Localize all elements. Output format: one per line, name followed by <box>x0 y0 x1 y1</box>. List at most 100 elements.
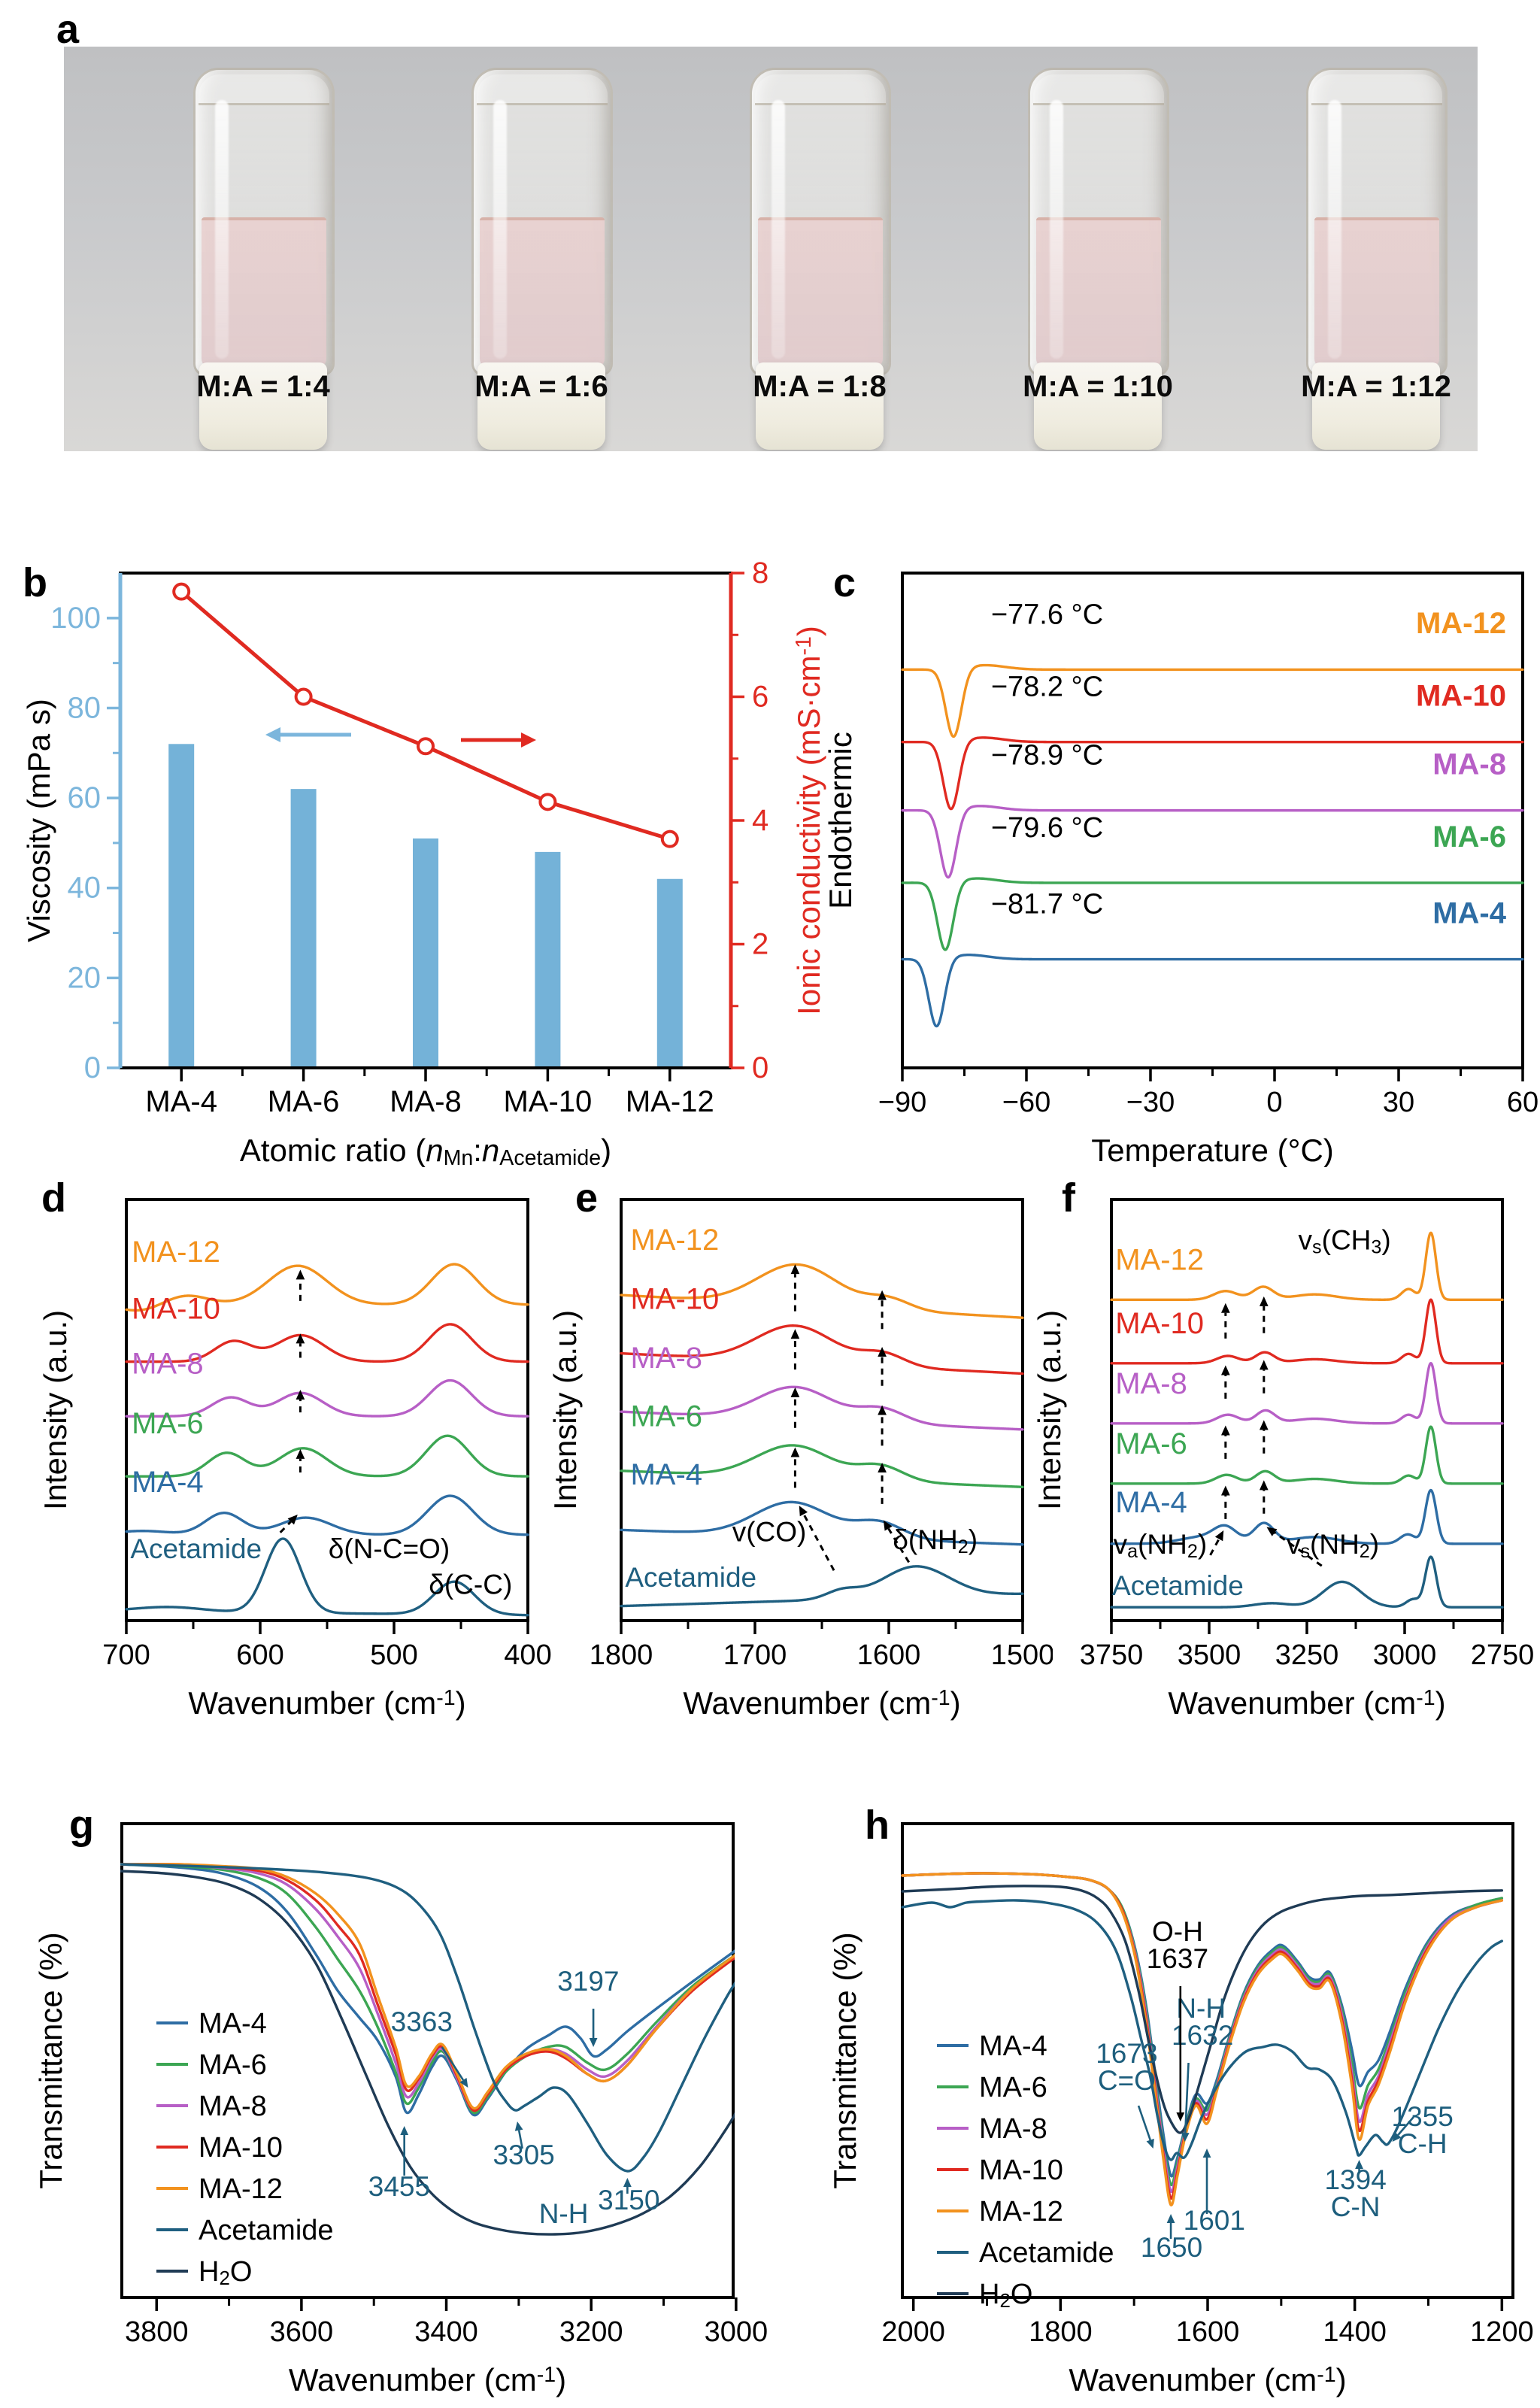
bar-MA-12 <box>656 878 683 1068</box>
y-axis-label: Intensity (a.u.) <box>547 1310 583 1510</box>
x-tick-label: −90 <box>878 1087 926 1118</box>
curve-MA-8 <box>1110 1362 1504 1425</box>
annotation: Acetamide <box>1112 1570 1244 1601</box>
arrow-head <box>296 1333 305 1344</box>
legend-label: MA-8 <box>979 2113 1047 2145</box>
right-axis-label: Ionic conductivity (mS·cm-1) <box>791 626 826 1015</box>
annotation: 1355 <box>1392 2101 1454 2132</box>
legend-label: MA-8 <box>199 2091 267 2122</box>
arrow-head <box>1220 1425 1230 1436</box>
arrow-head <box>1181 2132 1190 2142</box>
curve-MA-12 <box>901 663 1524 738</box>
annotation: 1394 <box>1324 2164 1386 2195</box>
annotation: N-H <box>1176 1993 1226 2024</box>
vial-highlight <box>772 100 785 359</box>
vial-ratio-label: M:A = 1:12 <box>1301 370 1451 403</box>
curve-MA-12 <box>901 1872 1504 2206</box>
arrow-head <box>1259 1480 1269 1491</box>
series-note-MA-8: −78.9 °C <box>991 740 1103 772</box>
curve-MA-4 <box>901 954 1524 1028</box>
y-axis-label: Transmittance (%) <box>827 1932 862 2189</box>
conductivity-marker-MA-8 <box>417 737 435 756</box>
x-tick-label: 3000 <box>705 2316 768 2348</box>
panel-d-ftir-chart: 700 600 500 400 Wavenumber (cm-1) Intensity (… <box>30 1169 556 1756</box>
legend-label: MA-6 <box>979 2072 1047 2103</box>
vial-highlight <box>1328 100 1341 359</box>
curve-MA-4 <box>125 1494 529 1536</box>
arrow-head <box>790 1447 800 1457</box>
panel-e-ftir-chart: 1800 1700 1600 1500 Wavenumber (cm-1) Intensi… <box>526 1169 1054 1756</box>
curve-Acetamide <box>1110 1555 1504 1609</box>
series-label-MA-12: MA-12 <box>1416 607 1506 640</box>
arrow-head <box>1166 2214 1175 2223</box>
series-label-MA-10: MA-10 <box>630 1282 719 1315</box>
x-tick-label: −30 <box>1126 1087 1175 1118</box>
arrow-head <box>1214 1530 1224 1542</box>
vial-glass <box>750 68 891 376</box>
arrow-head <box>883 1520 893 1531</box>
x-tick-label: 1600 <box>1176 2316 1240 2348</box>
arrow-head <box>514 2121 523 2131</box>
arrow-head <box>1176 2112 1185 2121</box>
curve-Acetamide <box>125 1537 529 1617</box>
x-axis-label: Wavenumber (cm-1) <box>683 1685 960 1721</box>
arrow-head <box>623 2178 632 2187</box>
x-tick-label: 3400 <box>414 2316 478 2348</box>
curve-MA-12 <box>125 1263 529 1312</box>
legend-label: MA-6 <box>199 2049 267 2081</box>
panel-label-f: f <box>1062 1175 1075 1221</box>
annotation: Acetamide <box>625 1562 756 1593</box>
curve-MA-4 <box>620 1500 1024 1546</box>
arrow-head <box>790 1387 800 1397</box>
series-label-MA-10: MA-10 <box>132 1293 220 1326</box>
curve-Acetamide <box>901 1899 1504 2161</box>
arrow-line <box>1184 2062 1190 2134</box>
left-tick-label: 60 <box>68 781 102 814</box>
vial-highlight <box>493 100 507 359</box>
x-tick-label: 2000 <box>881 2316 945 2348</box>
legend-label: H2O <box>199 2256 252 2289</box>
arrow-head <box>878 1463 887 1472</box>
arrow-head <box>1146 2138 1154 2149</box>
vial-1: M:A = 1:4 <box>192 47 335 451</box>
panel-f-svg: 3750 3500 3250 3000 2750 Wavenumber (cm-1) Int… <box>1032 1198 1534 1721</box>
annotation: δ(N-C=O) <box>329 1533 450 1564</box>
x-tick-label: 1400 <box>1323 2316 1387 2348</box>
x-axis-label: Wavenumber (cm-1) <box>1168 1685 1445 1721</box>
y-axis-label: Transmittance (%) <box>33 1932 68 2189</box>
curve-Acetamide <box>620 1565 1024 1608</box>
annotation: C-H <box>1398 2128 1448 2159</box>
series-label-MA-6: MA-6 <box>1115 1427 1187 1460</box>
vial-cap <box>756 362 884 450</box>
series-label-MA-10: MA-10 <box>1115 1307 1204 1340</box>
category-label: MA-12 <box>626 1085 714 1118</box>
x-tick-label: 600 <box>236 1639 283 1671</box>
x-tick-label: 400 <box>504 1639 551 1671</box>
x-axis-label: Wavenumber (cm-1) <box>1069 2362 1346 2397</box>
arrow-line <box>279 1521 292 1533</box>
arrow-head <box>790 1264 800 1275</box>
arrow-line <box>1397 2116 1414 2136</box>
x-tick-label: 3800 <box>125 2316 189 2348</box>
right-tick-label: 2 <box>752 928 768 961</box>
panel-h-svg: 2000 1800 1600 1400 1200 Wavenumber (cm-1) Tra… <box>827 1822 1534 2397</box>
annotation: 1601 <box>1184 2205 1245 2236</box>
panel-g-transmittance-chart: 3800 3600 3400 3200 3000 Wavenumber (cm-1) Tra… <box>30 1797 820 2408</box>
curve-MA-6 <box>1110 1425 1504 1485</box>
bar-MA-6 <box>290 789 317 1068</box>
arrow-head <box>878 1290 887 1300</box>
arrow-line <box>1137 2105 1151 2141</box>
annotation: C=O <box>1098 2065 1156 2096</box>
vial-ratio-label: M:A = 1:4 <box>196 370 330 403</box>
arrow-head <box>459 2077 468 2088</box>
series-label-MA-4: MA-4 <box>630 1458 702 1491</box>
series-label-MA-8: MA-8 <box>630 1342 702 1375</box>
series-note-MA-10: −78.2 °C <box>991 672 1103 703</box>
curve-MA-12 <box>120 1863 735 2110</box>
series-label-MA-8: MA-8 <box>1432 748 1506 781</box>
arrow-head <box>1392 2132 1402 2142</box>
arrow-line <box>1209 1538 1220 1556</box>
annotation: O-H <box>1152 1916 1203 1947</box>
left-axis-label: Viscosity (mPa s) <box>21 699 56 942</box>
